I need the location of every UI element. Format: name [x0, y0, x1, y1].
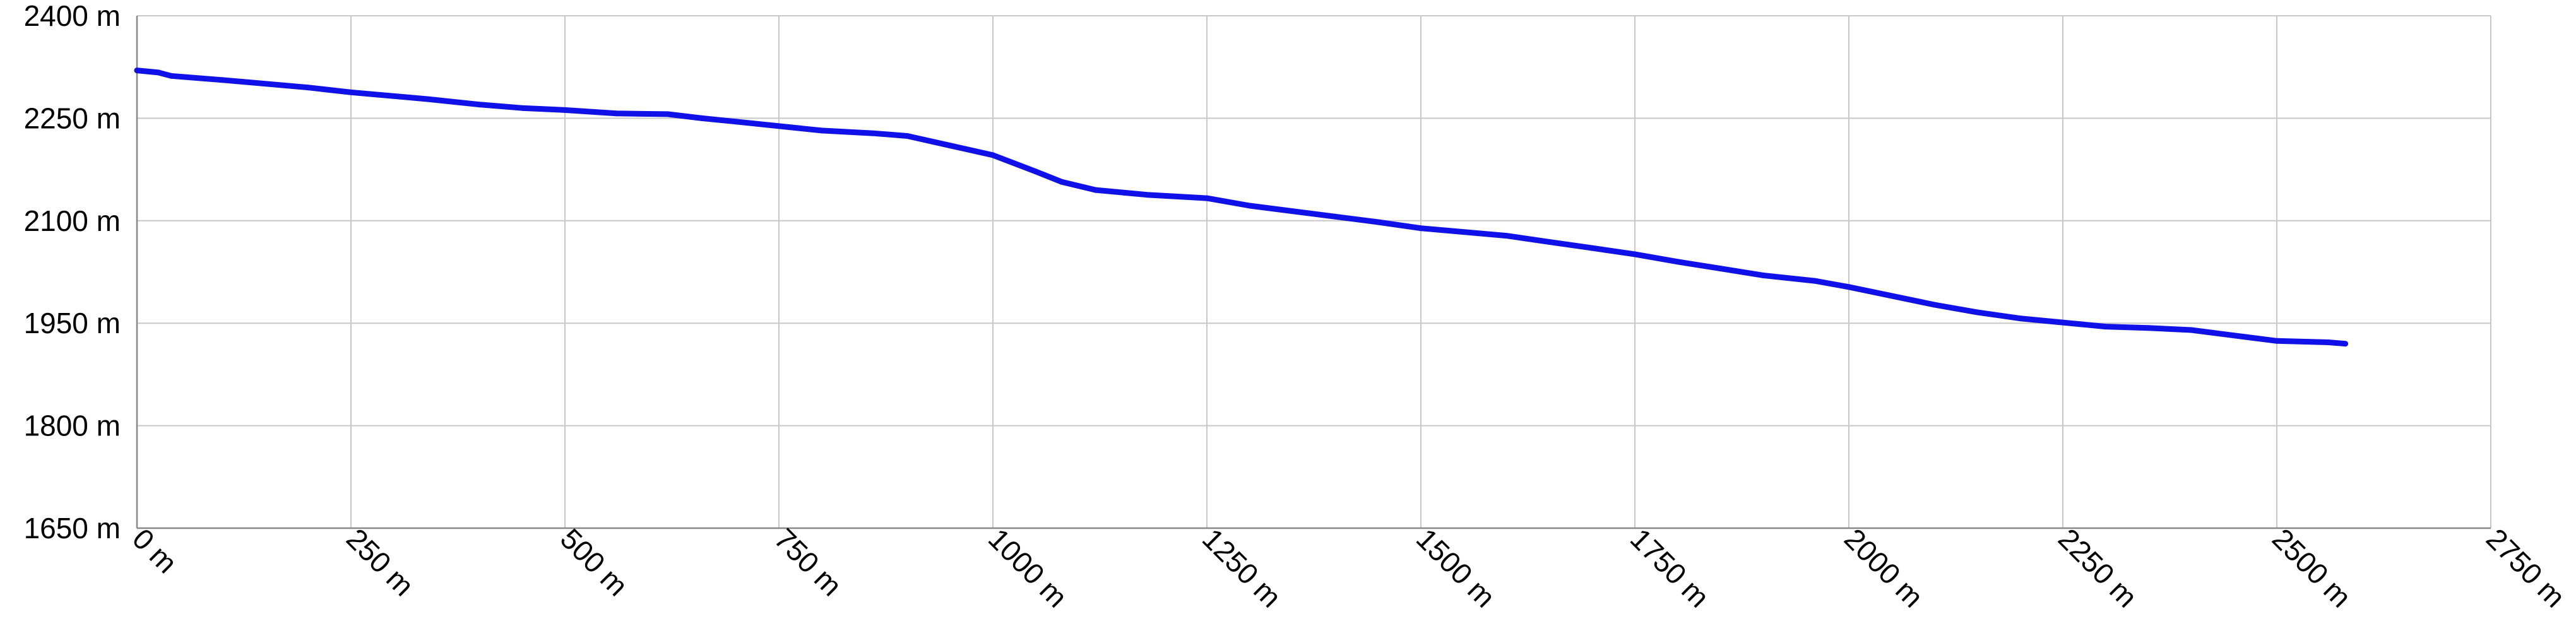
elevation-data-point	[1546, 239, 1552, 245]
y-tick-label: 1800 m	[24, 410, 121, 442]
axes	[136, 16, 2491, 529]
elevation-data-point	[1504, 233, 1510, 239]
x-tick-label: 750 m	[768, 522, 848, 602]
elevation-data-point	[1033, 168, 1039, 175]
elevation-data-point	[1093, 187, 1099, 193]
elevation-data-point	[476, 102, 482, 108]
x-tick-label: 1000 m	[982, 522, 1074, 613]
elevation-data-point	[1974, 309, 1980, 316]
series-layer	[134, 68, 2348, 347]
x-tick-label: 2250 m	[2052, 522, 2144, 613]
elevation-data-point	[1589, 245, 1595, 251]
x-tick-label: 1500 m	[1410, 522, 1502, 613]
x-tick-label: 250 m	[340, 522, 420, 602]
elevation-data-point	[1418, 225, 1424, 232]
elevation-data-point	[1247, 203, 1253, 209]
elevation-data-point	[1059, 179, 1064, 185]
y-tick-label: 2400 m	[24, 0, 121, 32]
x-tick-label: 2000 m	[1838, 522, 1930, 613]
x-tick-label: 1750 m	[1624, 522, 1716, 613]
elevation-data-point	[733, 119, 739, 125]
y-tick-label: 1650 m	[24, 512, 121, 545]
elevation-data-point	[904, 133, 910, 139]
elevation-data-point	[1932, 302, 1938, 308]
elevation-data-point	[613, 110, 619, 117]
elevation-data-point	[1760, 272, 1766, 278]
elevation-data-point	[2103, 324, 2109, 330]
x-tick-label: 1250 m	[1196, 522, 1288, 613]
elevation-data-point	[1675, 259, 1681, 265]
x-tick-label: 2500 m	[2266, 522, 2358, 613]
x-tick-label: 2750 m	[2480, 522, 2572, 613]
elevation-data-point	[1718, 266, 1724, 272]
elevation-data-point	[1812, 278, 1818, 284]
elevation-data-point	[1144, 192, 1150, 198]
elevation-data-point	[990, 152, 996, 158]
elevation-data-point	[1204, 195, 1210, 201]
elevation-data-point	[1632, 251, 1638, 257]
elevation-data-point	[1332, 213, 1338, 220]
elevation-data-point	[2325, 339, 2331, 345]
elevation-data-point	[348, 89, 354, 95]
elevation-data-point	[665, 111, 671, 117]
elevation-series-line	[134, 68, 2348, 347]
elevation-data-point	[2231, 333, 2237, 339]
elevation-data-point	[2188, 327, 2194, 333]
elevation-data-point	[947, 143, 953, 149]
elevation-data-point	[2060, 319, 2066, 326]
elevation-data-point	[2017, 316, 2023, 322]
elevation-data-point	[134, 68, 140, 74]
elevation-data-point	[1375, 219, 1381, 225]
elevation-data-point	[1846, 284, 1852, 290]
elevation-data-point	[168, 73, 174, 79]
elevation-data-point	[562, 107, 568, 113]
elevation-data-point	[220, 77, 226, 83]
elevation-data-point	[425, 96, 431, 102]
elevation-data-point	[2342, 341, 2348, 347]
elevation-data-point	[305, 85, 311, 91]
elevation-data-point	[155, 69, 162, 76]
grid	[137, 15, 2491, 528]
elevation-data-point	[819, 127, 825, 134]
elevation-data-point	[870, 130, 876, 136]
y-tick-label: 2250 m	[24, 102, 121, 134]
x-tick-label: 0 m	[126, 522, 184, 579]
elevation-data-point	[699, 115, 705, 121]
elevation-data-point	[2146, 325, 2152, 331]
elevation-data-point	[519, 105, 525, 111]
y-tick-label: 1950 m	[24, 307, 121, 339]
x-tick-label: 500 m	[554, 522, 634, 602]
elevation-data-point	[2274, 338, 2280, 344]
y-tick-label: 2100 m	[24, 204, 121, 237]
